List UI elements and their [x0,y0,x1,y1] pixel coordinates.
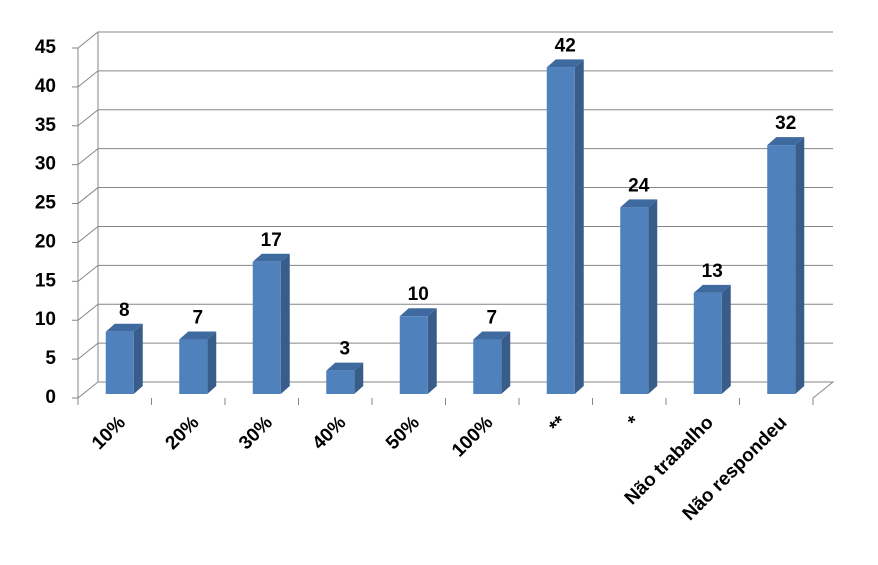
bar-top [326,362,364,371]
x-tick-label: 40% [309,412,351,454]
bar-top [620,199,658,208]
y-tick-label: 20 [35,231,56,252]
grid-line [77,303,833,321]
y-tick-label: 45 [35,37,57,58]
x-tick-label: 50% [382,412,424,454]
bar-top [399,308,437,317]
grid-line [77,109,833,127]
bar [473,339,502,394]
bar [179,339,208,394]
bar-top [252,253,290,262]
bar [546,67,575,394]
x-tick-label: * [624,412,645,433]
x-tick-label: ** [546,412,572,438]
x-tick-label: 30% [235,412,277,454]
bar-side [280,253,290,394]
data-label: 7 [486,308,497,329]
bar-side [501,331,511,394]
bar-top [105,323,143,332]
grid-line [77,264,833,282]
data-label: 7 [192,308,203,329]
data-label: 13 [702,261,723,282]
bar [326,370,355,394]
y-tick-label: 15 [35,270,57,291]
grid-line [77,187,833,204]
grid-line [77,148,833,166]
bar-side [133,323,143,394]
bar-side [427,308,437,394]
bar-top [546,59,584,68]
bar [399,316,428,394]
grid-line [77,342,833,360]
bar [105,331,134,394]
data-label: 42 [555,35,576,56]
y-tick-label: 0 [45,387,56,408]
bar-side [574,59,584,394]
bar-side [207,331,217,394]
bar-side [795,137,805,394]
data-label: 3 [339,339,350,360]
data-label: 32 [775,113,796,134]
y-tick-label: 10 [35,309,56,330]
x-tick-label: 100% [448,412,497,461]
grid-line [77,70,833,88]
grid-line [77,31,833,49]
y-tick-label: 5 [45,348,56,369]
bar [767,145,796,394]
bar-top [179,331,217,340]
bar [693,292,722,394]
bar-side [354,362,364,394]
bar-side [721,284,731,394]
bar [252,261,281,394]
bar-top [767,137,805,146]
data-label: 24 [628,175,650,196]
grid-line [77,225,833,243]
y-tick-label: 25 [35,193,57,214]
bar-side [648,199,658,394]
data-label: 17 [261,230,282,251]
y-tick-label: 30 [35,154,56,175]
bar [620,207,649,394]
x-tick-label: 10% [88,412,130,454]
bar-top [473,331,511,340]
data-label: 10 [408,284,429,305]
bar-top [693,284,731,293]
data-label: 8 [119,300,130,321]
floor [77,381,835,399]
x-tick-label: 20% [162,412,204,454]
y-tick-label: 35 [35,115,57,136]
y-tick-label: 40 [35,76,56,97]
